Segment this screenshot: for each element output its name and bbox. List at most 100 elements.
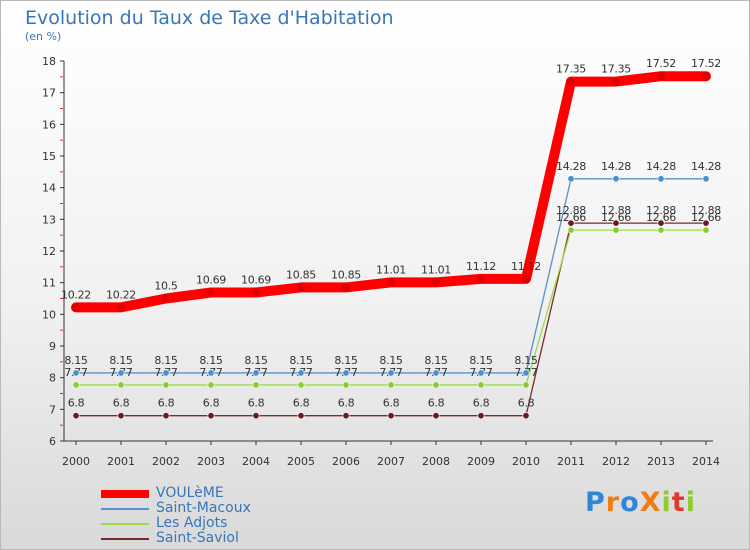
- data-label: 6.8: [383, 397, 400, 410]
- data-point: [162, 412, 170, 420]
- data-point: [207, 369, 215, 377]
- data-point: [72, 412, 80, 420]
- data-point: [522, 412, 530, 420]
- data-label: 12.88: [556, 204, 586, 217]
- legend-label: Saint-Saviol: [156, 530, 239, 546]
- data-label: 11.12: [466, 260, 496, 273]
- x-tick-label: 2010: [512, 455, 540, 468]
- data-point: [387, 381, 395, 389]
- data-point: [252, 288, 260, 297]
- data-point: [657, 226, 665, 234]
- data-label: 10.22: [106, 288, 136, 301]
- y-tick-label: 16: [42, 118, 56, 131]
- data-point: [432, 412, 440, 420]
- y-tick-label: 12: [42, 245, 56, 258]
- data-point: [252, 369, 260, 377]
- data-label: 8.15: [334, 354, 358, 367]
- data-label: 6.8: [428, 397, 445, 410]
- legend-item-saint-macoux[interactable]: Saint-Macoux: [101, 500, 321, 516]
- data-point: [567, 219, 575, 227]
- data-point: [522, 369, 530, 377]
- data-point: [387, 278, 395, 287]
- data-label: 6.8: [158, 397, 175, 410]
- data-markers: [72, 72, 710, 420]
- chart-title: Evolution du Taux de Taxe d'Habitation: [25, 7, 394, 29]
- chart-subtitle: (en %): [25, 30, 62, 43]
- data-point: [252, 412, 260, 420]
- data-label: 8.15: [424, 354, 448, 367]
- data-point: [702, 72, 710, 81]
- data-point: [342, 369, 350, 377]
- data-point: [567, 175, 575, 183]
- data-label: 8.15: [379, 354, 403, 367]
- y-tick-label: 8: [49, 372, 56, 385]
- data-label: 12.66: [646, 211, 676, 224]
- y-tick-label: 14: [42, 182, 56, 195]
- x-tick-label: 2011: [557, 455, 585, 468]
- legend-item-saint-saviol[interactable]: Saint-Saviol: [101, 530, 321, 546]
- y-tick-label: 15: [42, 150, 56, 163]
- data-point: [612, 77, 620, 86]
- legend: VOULèME Saint-Macoux Les Adjots Saint-Sa…: [101, 485, 321, 546]
- data-label: 6.8: [68, 397, 85, 410]
- data-label: 8.15: [514, 354, 538, 367]
- x-tick-label: 2000: [62, 455, 90, 468]
- x-tick-label: 2004: [242, 455, 270, 468]
- data-label: 12.88: [646, 204, 676, 217]
- data-label: 14.28: [646, 160, 676, 173]
- data-point: [72, 303, 80, 312]
- data-point: [252, 381, 260, 389]
- data-point: [342, 283, 350, 292]
- logo-letter: X: [639, 487, 662, 518]
- data-label: 8.15: [64, 354, 88, 367]
- logo-letter: t: [671, 487, 686, 518]
- data-point: [297, 381, 305, 389]
- x-tick-label: 2009: [467, 455, 495, 468]
- data-label: 6.8: [518, 397, 535, 410]
- data-point: [297, 283, 305, 292]
- logo-letter: i: [661, 487, 672, 518]
- legend-label: VOULèME: [156, 485, 224, 501]
- data-point: [432, 369, 440, 377]
- x-tick-label: 2006: [332, 455, 360, 468]
- data-point: [162, 381, 170, 389]
- data-label: 8.15: [199, 354, 223, 367]
- data-label: 12.88: [601, 204, 631, 217]
- data-point: [72, 381, 80, 389]
- data-label: 12.66: [691, 211, 721, 224]
- data-label: 14.28: [556, 160, 586, 173]
- legend-item-voulEme[interactable]: VOULèME: [101, 485, 321, 501]
- data-point: [342, 412, 350, 420]
- x-tick-label: 2003: [197, 455, 225, 468]
- data-label: 10.85: [331, 268, 361, 281]
- data-point: [657, 72, 665, 81]
- data-point: [117, 369, 125, 377]
- data-point: [207, 412, 215, 420]
- data-point: [207, 381, 215, 389]
- data-label: 8.15: [109, 354, 133, 367]
- logo-letter: r: [605, 487, 621, 518]
- data-label: 6.8: [473, 397, 490, 410]
- data-point: [612, 175, 620, 183]
- logo-letter: o: [620, 487, 640, 518]
- data-point: [522, 381, 530, 389]
- data-label: 10.5: [154, 280, 178, 293]
- data-point: [477, 274, 485, 283]
- data-point: [72, 369, 80, 377]
- x-tick-label: 2007: [377, 455, 405, 468]
- data-label: 10.69: [196, 273, 226, 286]
- data-label: 6.8: [113, 397, 130, 410]
- legend-item-les-adjots[interactable]: Les Adjots: [101, 515, 321, 531]
- data-label: 6.8: [293, 397, 310, 410]
- data-label: 17.52: [691, 57, 721, 70]
- data-point: [657, 175, 665, 183]
- data-point: [477, 381, 485, 389]
- y-tick-label: 13: [42, 213, 56, 226]
- x-tick-label: 2008: [422, 455, 450, 468]
- data-point: [117, 412, 125, 420]
- data-point: [567, 226, 575, 234]
- data-label: 8.15: [154, 354, 178, 367]
- data-label: 10.69: [241, 273, 271, 286]
